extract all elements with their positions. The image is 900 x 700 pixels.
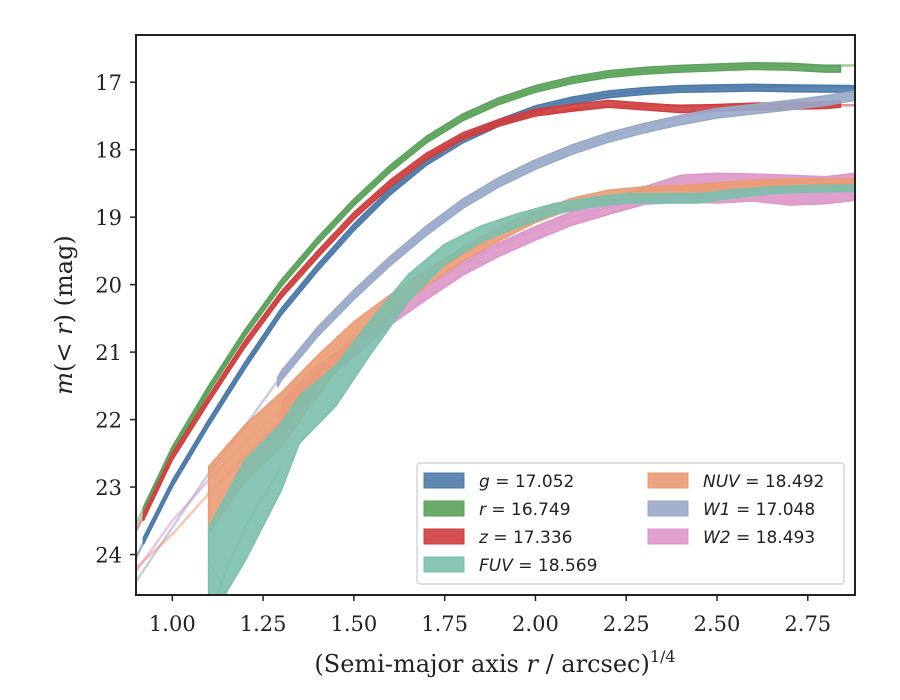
y-tick-label: 19: [95, 206, 122, 230]
y-tick-label: 20: [95, 274, 122, 298]
x-axis-title: (Semi-major axis r / arcsec)1/4: [314, 647, 675, 678]
legend-label: FUV = 18.569: [479, 556, 597, 576]
y-axis-title-pre: (<: [50, 335, 78, 372]
y-tick-label: 23: [95, 476, 122, 500]
legend-item-fuv: FUV = 18.569: [423, 556, 597, 576]
legend-swatch: [423, 528, 465, 545]
legend-label: g = 17.052: [479, 472, 574, 492]
x-tick-label: 1.25: [240, 612, 287, 636]
series-layer: [136, 61, 855, 595]
x-axis: 1.00 1.25 1.50 1.75 2.00 2.25 2.50 2.75: [149, 595, 831, 636]
y-axis-title-post: ) (mag): [50, 235, 78, 323]
legend-label: z = 17.336: [478, 528, 572, 548]
x-tick-label: 1.00: [149, 612, 196, 636]
y-tick-label: 24: [95, 544, 122, 568]
series-r: [136, 61, 855, 525]
legend-label: r = 16.749: [479, 500, 571, 520]
legend-swatch: [647, 472, 689, 489]
y-axis: 17 18 19 20 21 22 23 24: [95, 71, 136, 568]
legend-item-w1: W1 = 17.048: [647, 500, 815, 520]
legend-item-w2: W2 = 18.493: [647, 528, 815, 548]
x-axis-title-pre: (Semi-major axis: [314, 650, 526, 678]
y-tick-label: 21: [95, 341, 122, 365]
series-w2-band: [280, 172, 855, 434]
y-tick-label: 17: [95, 71, 122, 95]
legend-swatch: [647, 500, 689, 517]
legend-swatch: [423, 556, 465, 573]
x-tick-label: 1.75: [421, 612, 468, 636]
y-tick-label: 22: [95, 409, 122, 433]
series-w1: [136, 90, 855, 583]
series-z: [136, 99, 855, 532]
x-tick-label: 2.50: [694, 612, 741, 636]
series-fuv: [207, 184, 855, 595]
legend-box: [416, 462, 845, 585]
series-r-band: [142, 61, 842, 515]
series-fuv-band: [207, 184, 855, 595]
series-z-band: [142, 99, 842, 522]
legend-item-r: r = 16.749: [423, 500, 571, 520]
legend-swatch: [423, 500, 465, 517]
x-tick-label: 1.50: [330, 612, 377, 636]
y-axis-title-var: r: [50, 322, 78, 335]
x-axis-title-sup: 1/4: [650, 647, 676, 666]
y-tick-label: 18: [95, 139, 122, 163]
y-axis-title: m(< r) (mag): [50, 235, 78, 395]
legend-item-nuv: NUV = 18.492: [647, 472, 824, 492]
legend-label: NUV = 18.492: [703, 472, 824, 492]
legend-item-g: g = 17.052: [423, 472, 574, 492]
x-tick-label: 2.75: [784, 612, 831, 636]
series-g-band: [142, 83, 855, 545]
legend-label: W1 = 17.048: [703, 500, 815, 520]
plot-frame: [135, 34, 856, 596]
legend: g = 17.052 NUV = 18.492 r = 16.749 W1 = 17.…: [416, 462, 845, 585]
legend-label: W2 = 18.493: [703, 528, 815, 548]
x-tick-label: 2.00: [512, 612, 559, 636]
series-w1-band: [276, 90, 855, 388]
x-axis-title-var: r: [526, 650, 539, 678]
legend-swatch: [647, 528, 689, 545]
legend-item-z: z = 17.336: [423, 528, 572, 548]
x-tick-label: 2.25: [603, 612, 650, 636]
x-axis-title-post: / arcsec): [538, 650, 650, 678]
legend-swatch: [423, 472, 465, 489]
